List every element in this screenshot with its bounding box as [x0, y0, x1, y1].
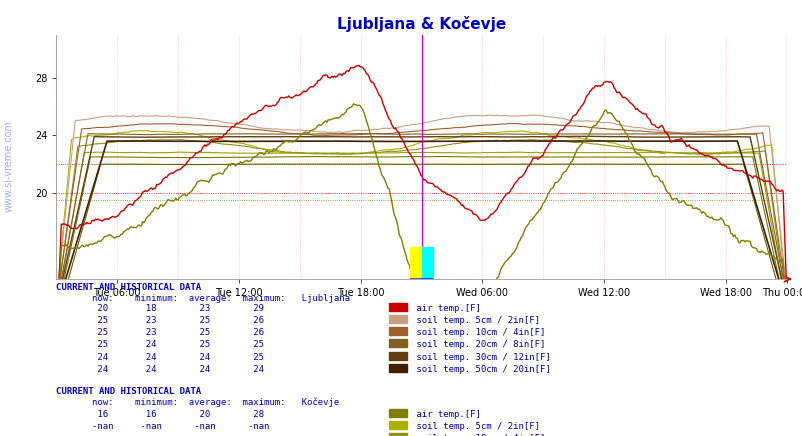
Text: air temp.[F]: air temp.[F] [411, 304, 480, 313]
Text: -nan     -nan      -nan      -nan: -nan -nan -nan -nan [92, 434, 269, 436]
Bar [389, 303, 407, 311]
Text: 24       24        24        25: 24 24 24 25 [92, 353, 264, 362]
Bar [389, 351, 407, 360]
Bar [389, 409, 407, 417]
Bar [389, 327, 407, 335]
Text: 20       18        23        29: 20 18 23 29 [92, 304, 264, 313]
Bar [410, 248, 421, 279]
Text: 16       16        20        28: 16 16 20 28 [92, 410, 264, 419]
Text: soil temp. 30cm / 12in[F]: soil temp. 30cm / 12in[F] [411, 353, 550, 362]
Text: soil temp. 20cm / 8in[F]: soil temp. 20cm / 8in[F] [411, 341, 545, 350]
Bar [389, 364, 407, 372]
Text: soil temp. 10cm / 4in[F]: soil temp. 10cm / 4in[F] [411, 328, 545, 337]
Text: soil temp. 5cm / 2in[F]: soil temp. 5cm / 2in[F] [411, 422, 540, 431]
Bar [421, 248, 432, 279]
Bar [389, 339, 407, 347]
Text: CURRENT AND HISTORICAL DATA: CURRENT AND HISTORICAL DATA [56, 387, 201, 396]
Text: now:    minimum:  average:  maximum:   Ljubljana: now: minimum: average: maximum: Ljubljan… [92, 294, 350, 303]
Text: now:    minimum:  average:  maximum:   Kočevje: now: minimum: average: maximum: Kočevje [92, 397, 339, 407]
Bar [389, 315, 407, 323]
Text: 24       24        24        24: 24 24 24 24 [92, 365, 264, 374]
Bar [389, 433, 407, 436]
Text: CURRENT AND HISTORICAL DATA: CURRENT AND HISTORICAL DATA [56, 283, 201, 292]
Bar [389, 421, 407, 429]
Text: 25       24        25        25: 25 24 25 25 [92, 341, 264, 350]
Text: www.si-vreme.com: www.si-vreme.com [4, 119, 14, 212]
Text: 25       23        25        26: 25 23 25 26 [92, 316, 264, 325]
Polygon shape [410, 279, 432, 296]
Text: air temp.[F]: air temp.[F] [411, 410, 480, 419]
Text: soil temp. 10cm / 4in[F]: soil temp. 10cm / 4in[F] [411, 434, 545, 436]
Text: 25       23        25        26: 25 23 25 26 [92, 328, 264, 337]
Text: soil temp. 50cm / 20in[F]: soil temp. 50cm / 20in[F] [411, 365, 550, 374]
Text: -nan     -nan      -nan      -nan: -nan -nan -nan -nan [92, 422, 269, 431]
Title: Ljubljana & Kočevje: Ljubljana & Kočevje [337, 16, 505, 32]
Text: soil temp. 5cm / 2in[F]: soil temp. 5cm / 2in[F] [411, 316, 540, 325]
